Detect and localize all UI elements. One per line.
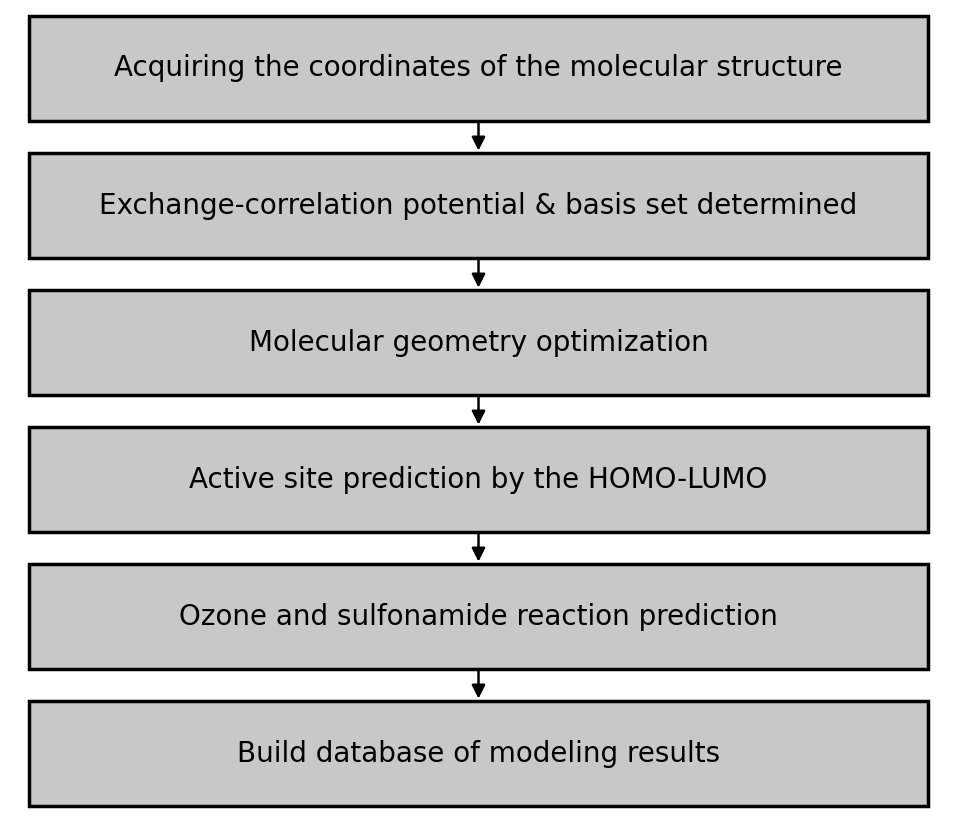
- Text: Exchange-correlation potential & basis set determined: Exchange-correlation potential & basis s…: [100, 192, 857, 219]
- Text: Ozone and sulfonamide reaction prediction: Ozone and sulfonamide reaction predictio…: [179, 603, 778, 630]
- Text: Build database of modeling results: Build database of modeling results: [237, 740, 720, 768]
- Text: Molecular geometry optimization: Molecular geometry optimization: [249, 329, 708, 357]
- FancyBboxPatch shape: [29, 16, 928, 121]
- FancyBboxPatch shape: [29, 427, 928, 532]
- FancyBboxPatch shape: [29, 154, 928, 257]
- Text: Active site prediction by the HOMO-LUMO: Active site prediction by the HOMO-LUMO: [189, 465, 768, 493]
- FancyBboxPatch shape: [29, 701, 928, 806]
- Text: Acquiring the coordinates of the molecular structure: Acquiring the coordinates of the molecul…: [114, 54, 843, 82]
- FancyBboxPatch shape: [29, 565, 928, 668]
- FancyBboxPatch shape: [29, 290, 928, 395]
